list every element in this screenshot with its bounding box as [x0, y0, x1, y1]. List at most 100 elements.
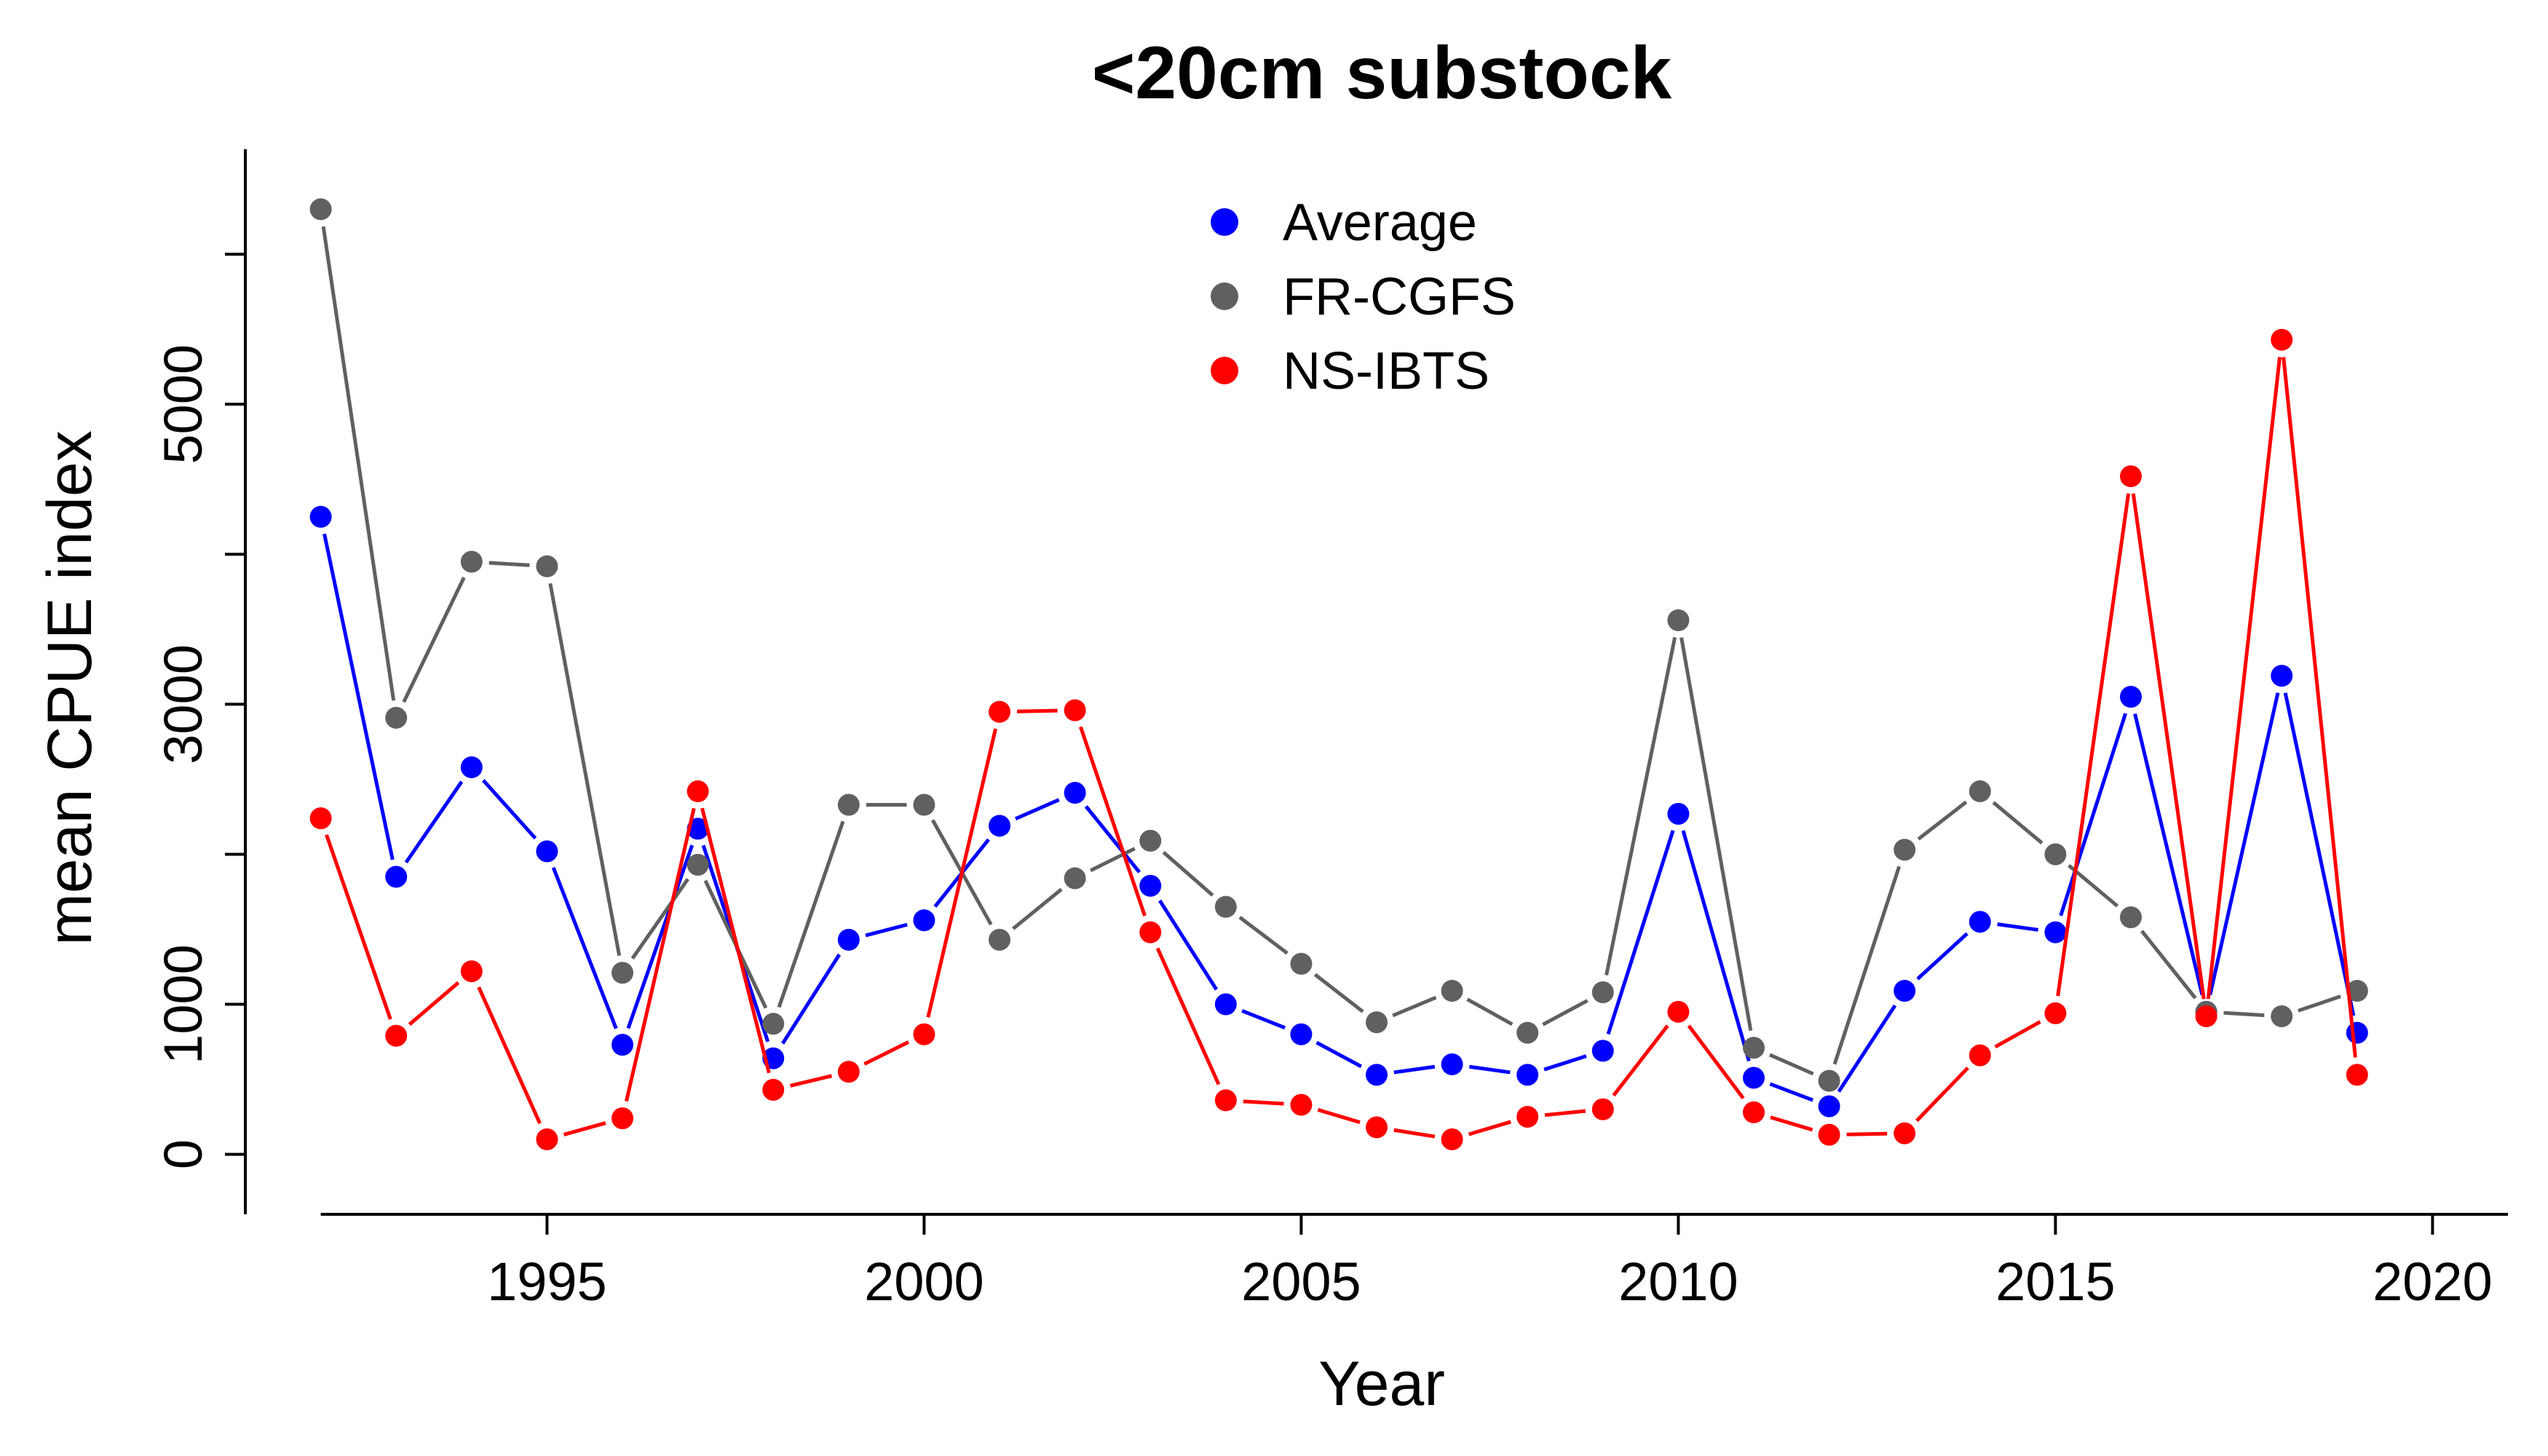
data-point	[2271, 1005, 2293, 1028]
series-line-segment	[1681, 830, 1751, 1062]
data-point	[1064, 781, 1086, 804]
x-axis: 1995 2000 2005 2010 2015 2020	[320, 1213, 2508, 1312]
data-point	[2271, 665, 2293, 687]
chart-title: <20cm substock	[1092, 31, 1672, 114]
data-point	[1064, 699, 1086, 721]
series-line-segment	[777, 820, 845, 1008]
series-line-segment	[630, 878, 689, 960]
y-axis: 0 1000 3000 5000	[153, 149, 247, 1214]
series-line-segment	[321, 226, 396, 701]
data-point	[1969, 780, 1991, 802]
legend-label: NS-IBTS	[1283, 342, 1489, 400]
data-point	[913, 794, 935, 816]
series-line-segment	[1162, 850, 1214, 897]
series-line-segment	[1012, 887, 1063, 930]
series-line-segment	[1078, 726, 1147, 917]
data-point	[309, 807, 332, 830]
series-line-segment	[2283, 692, 2356, 1016]
data-point	[1818, 1095, 1840, 1117]
series-line-segment	[1994, 1020, 2041, 1049]
series-line-segment	[1846, 1131, 1888, 1136]
series-line-segment	[402, 577, 466, 703]
x-axis-label: Year	[1318, 1349, 1445, 1419]
data-point	[1290, 952, 1313, 975]
data-point	[612, 1034, 633, 1056]
x-tick-label: 2000	[864, 1251, 984, 1312]
data-point	[2271, 328, 2293, 351]
series-line-segment	[1612, 1024, 1669, 1097]
series-line-segment	[1468, 1120, 1511, 1136]
data-point	[1591, 1040, 1614, 1062]
data-point	[1139, 829, 1162, 852]
series-line-segment	[863, 1040, 910, 1066]
data-point	[385, 1024, 408, 1047]
series-line-segment	[1393, 1064, 1436, 1075]
legend: Average FR-CGFS NS-IBTS	[1211, 194, 1516, 400]
data-point	[1894, 1122, 1916, 1144]
series-line-segment	[926, 728, 997, 1018]
data-point	[687, 780, 709, 802]
series-line-segment	[1605, 637, 1677, 976]
data-point	[1818, 1123, 1840, 1146]
data-point	[1743, 1101, 1765, 1123]
series-line-segment	[1238, 916, 1289, 955]
data-point	[1516, 1106, 1539, 1128]
data-point	[1290, 1093, 1313, 1116]
data-point	[1894, 839, 1916, 861]
data-point	[460, 550, 483, 573]
legend-marker	[1211, 208, 1238, 236]
series-line-segment	[1317, 1108, 1361, 1125]
series-line-segment	[563, 1121, 606, 1136]
series-line-segment	[1832, 866, 1902, 1065]
series-line-segment	[408, 981, 460, 1026]
data-point	[2044, 1002, 2067, 1024]
series-line-segment	[2223, 1010, 2265, 1018]
data-point	[1516, 1021, 1539, 1044]
data-point	[1214, 895, 1237, 918]
series-line-segment	[789, 1074, 833, 1088]
data-point	[2120, 465, 2142, 488]
data-point	[536, 555, 558, 577]
series-line-segment	[323, 533, 395, 860]
series-line-segment	[1687, 1024, 1745, 1100]
data-point	[1969, 1044, 1991, 1067]
series-line-segment	[1992, 801, 2043, 844]
series-line-segment	[2059, 713, 2128, 917]
series-line-segment	[1916, 932, 1969, 981]
series-line-segment	[1084, 805, 1142, 874]
data-point	[1064, 867, 1086, 890]
series-line-segment	[1469, 1064, 1511, 1075]
data-point	[2346, 1021, 2368, 1044]
legend-marker	[1211, 357, 1238, 384]
data-point	[687, 853, 709, 876]
data-point	[913, 1023, 935, 1045]
data-point	[1441, 1128, 1463, 1150]
series-line-segment	[780, 953, 842, 1045]
data-point	[989, 700, 1010, 723]
series-line-segment	[548, 582, 622, 957]
series-line-segment	[488, 561, 530, 567]
data-point	[2120, 686, 2142, 708]
series-line-segment	[2133, 713, 2204, 996]
data-point	[1366, 1116, 1388, 1139]
data-point	[2195, 1005, 2217, 1028]
data-point	[762, 1078, 785, 1101]
series-line-segment	[1769, 1082, 1814, 1102]
series-line-segment	[2208, 692, 2280, 995]
series-line-segment	[1466, 997, 1514, 1026]
series-line-segment	[404, 780, 464, 864]
series-line-segment	[624, 807, 696, 1102]
data-point	[2120, 906, 2142, 929]
data-point	[837, 928, 860, 951]
data-point	[460, 960, 483, 983]
data-point	[536, 1128, 558, 1150]
data-point	[2346, 979, 2368, 1002]
series-line-segment	[1915, 1067, 1969, 1123]
data-point	[1667, 802, 1690, 825]
data-point	[687, 818, 709, 840]
series-ns-ibts	[309, 328, 2368, 1150]
series-line-segment	[2140, 930, 2197, 1000]
series-line-segment	[1679, 637, 1753, 1032]
series-line-segment	[325, 834, 392, 1020]
plot-area	[309, 198, 2368, 1150]
